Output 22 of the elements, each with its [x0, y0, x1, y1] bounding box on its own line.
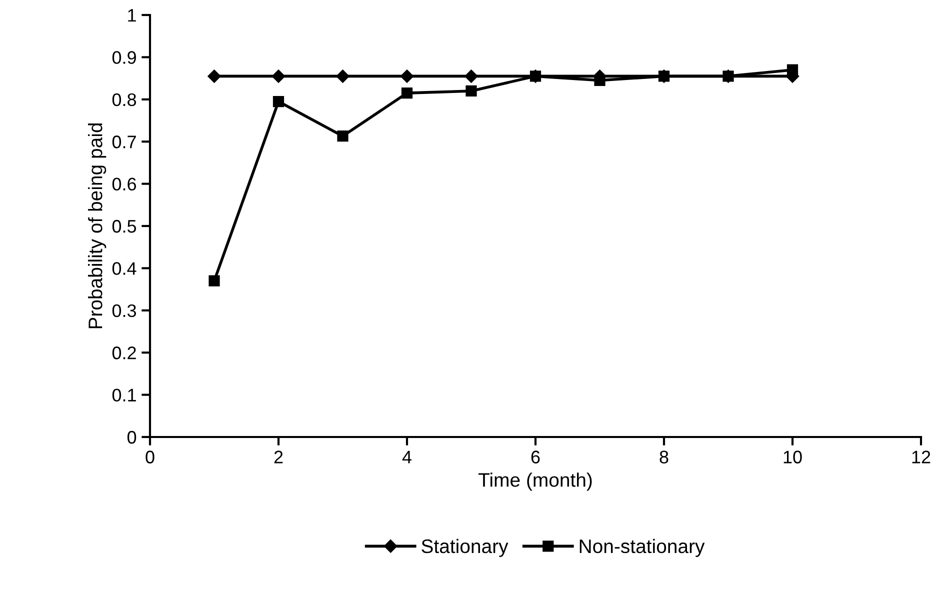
- y-tick-label: 0.8: [112, 93, 136, 106]
- y-tick-label: 0.9: [112, 51, 136, 64]
- y-axis-title: Probability of being paid: [88, 123, 106, 328]
- x-tick-label: 12: [912, 450, 930, 464]
- y-tick-label: 0.7: [112, 136, 136, 148]
- y-tick-label: 0.6: [112, 178, 136, 191]
- x-axis-title: Time (month): [478, 472, 592, 491]
- y-tick-label: 0: [127, 430, 136, 444]
- legend-label: Stationary: [422, 538, 508, 558]
- y-tick-label: 0.3: [112, 304, 136, 318]
- x-tick-label: 6: [531, 450, 540, 464]
- x-tick-label: 0: [146, 450, 154, 464]
- y-tick-label: 0.1: [112, 388, 136, 402]
- y-tick-label: 0.5: [112, 220, 136, 233]
- x-tick-label: 2: [274, 450, 283, 464]
- y-tick-label: 0.4: [112, 262, 136, 275]
- x-tick-label: 10: [784, 450, 802, 464]
- legend-label: Non-stationary: [580, 538, 705, 558]
- y-tick-label: 1: [128, 9, 136, 22]
- y-tick-label: 0.2: [112, 346, 136, 360]
- x-tick-label: 4: [402, 450, 412, 464]
- x-tick-label: 8: [660, 450, 668, 464]
